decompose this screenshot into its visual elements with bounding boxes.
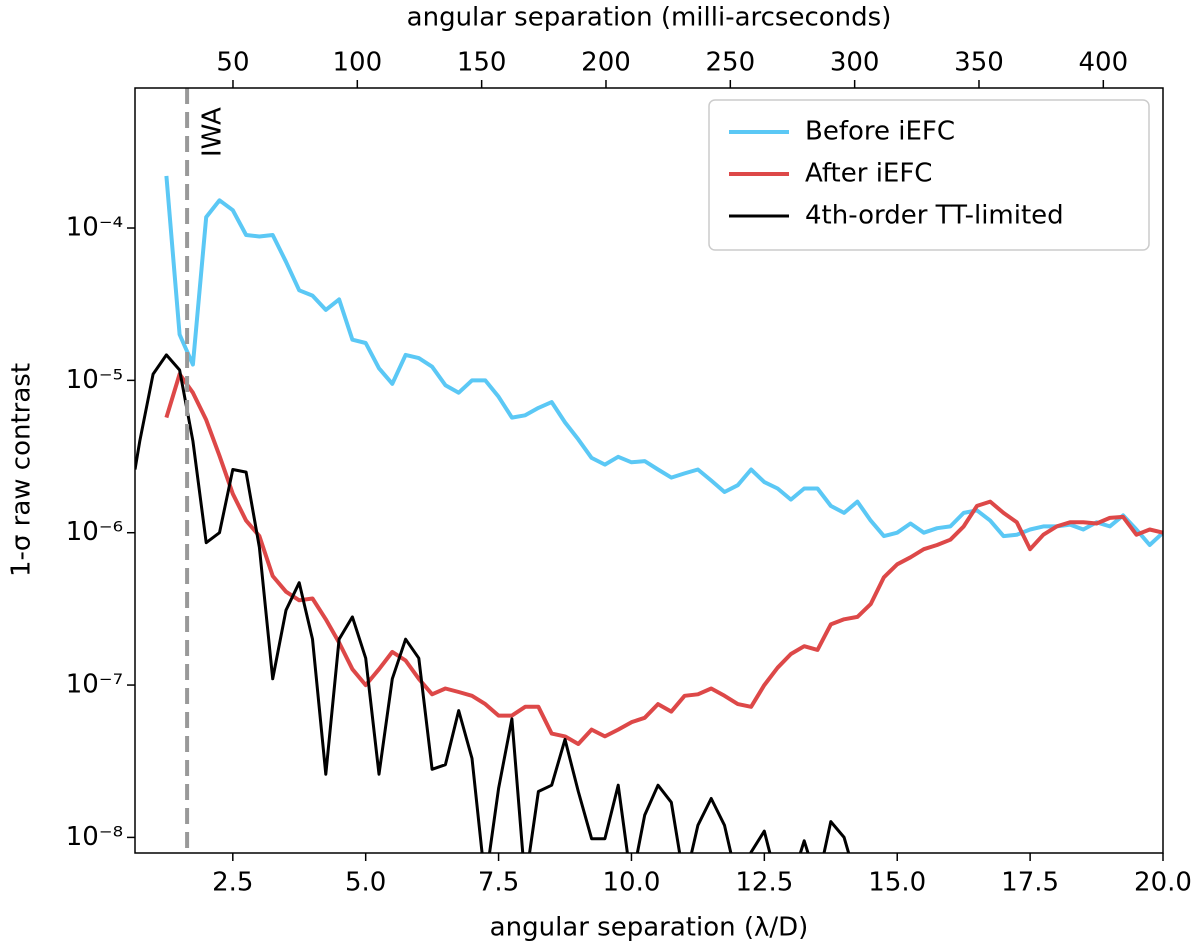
x-axis-label: angular separation (λ/D) <box>490 913 809 943</box>
x-tick-label: 10.0 <box>603 868 661 898</box>
legend-box <box>708 99 1150 251</box>
x2-tick-label: 50 <box>216 48 249 78</box>
x-tick-label: 5.0 <box>345 868 386 898</box>
y-tick-label: 10⁻⁴ <box>66 213 123 243</box>
x-tick-label: 7.5 <box>478 868 519 898</box>
x2-axis-label: angular separation (milli-arcseconds) <box>407 3 892 33</box>
x-tick-label: 15.0 <box>868 868 926 898</box>
x-tick-label: 2.5 <box>212 868 253 898</box>
x2-tick-label: 200 <box>581 48 631 78</box>
x2-tick-label: 400 <box>1078 48 1128 78</box>
legend-label: 4th-order TT-limited <box>805 201 1064 231</box>
x2-tick-label: 250 <box>705 48 755 78</box>
plot-frame <box>134 87 1164 854</box>
x-tick-label: 12.5 <box>735 868 793 898</box>
y-tick-label: 10⁻⁵ <box>66 365 123 395</box>
series-line <box>135 353 851 853</box>
y-tick-label: 10⁻⁶ <box>66 517 123 547</box>
iwa-label: IWA <box>198 107 228 157</box>
y-tick-label: 10⁻⁷ <box>66 670 123 700</box>
y-tick-label: 10⁻⁸ <box>66 822 123 852</box>
series-line <box>164 175 1163 547</box>
legend-label: Before iEFC <box>805 117 955 147</box>
x2-tick-label: 100 <box>332 48 382 78</box>
x-tick-label: 17.5 <box>1001 868 1059 898</box>
x2-tick-label: 350 <box>954 48 1004 78</box>
x-tick-label: 20.0 <box>1134 868 1192 898</box>
plot-area <box>135 175 1163 853</box>
legend-label: After iEFC <box>805 159 932 189</box>
y-axis-label: 1-σ raw contrast <box>7 363 37 577</box>
series-line <box>164 372 1163 746</box>
x2-tick-label: 300 <box>830 48 880 78</box>
x2-tick-label: 150 <box>457 48 507 78</box>
